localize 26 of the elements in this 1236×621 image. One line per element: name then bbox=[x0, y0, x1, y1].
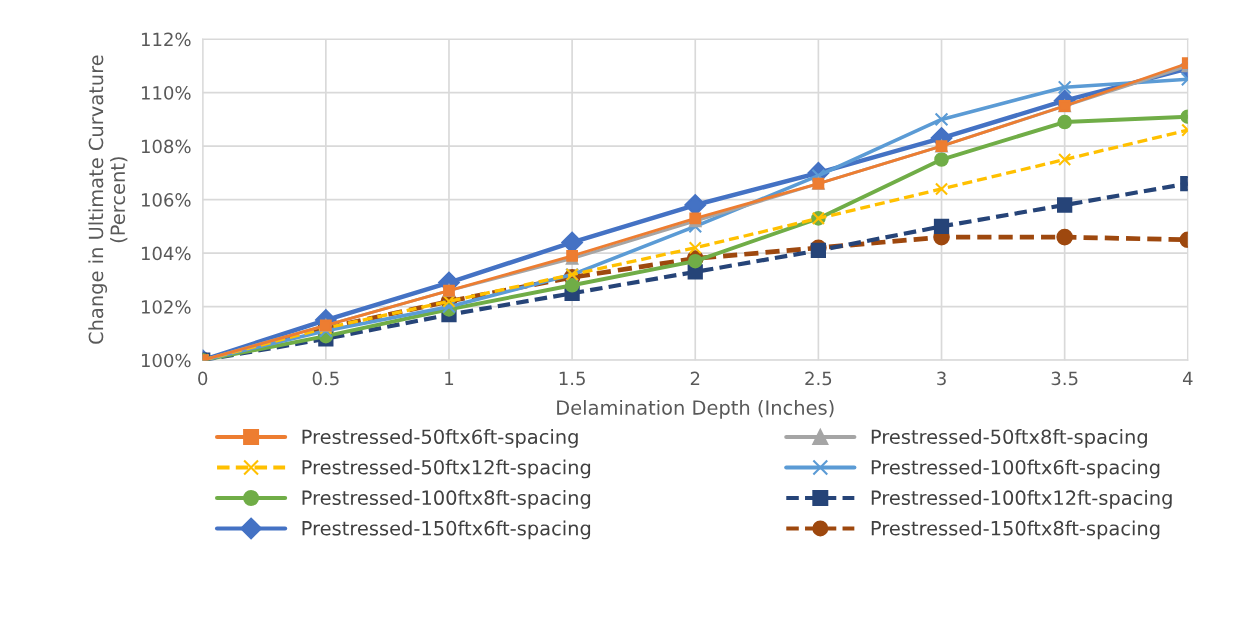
x-tick-label: 2 bbox=[690, 371, 700, 386]
y-axis-title: Change in Ultimate Curvature (Percent) bbox=[88, 55, 128, 344]
y-tick-label: 100% bbox=[141, 353, 191, 368]
legend-label: Prestressed-50ftx6ft-spacing bbox=[302, 429, 578, 448]
legend-label: Prestressed-100ftx6ft-spacing bbox=[871, 459, 1160, 479]
legend-label: Prestressed-100ftx12ft-spacing bbox=[871, 490, 1172, 509]
x-axis-title: Delamination Depth (Inches) bbox=[557, 399, 834, 419]
y-tick-label: 106% bbox=[141, 193, 191, 207]
x-tick-label: 2.5 bbox=[805, 371, 832, 386]
x-tick-label: 4 bbox=[1182, 371, 1193, 386]
y-tick-label: 102% bbox=[141, 300, 191, 314]
legend-label: Prestressed-150ftx6ft-spacing bbox=[302, 520, 591, 540]
y-tick-label: 104% bbox=[141, 246, 191, 261]
legend-label: Prestressed-50ftx12ft-spacing bbox=[302, 459, 591, 479]
y-tick-label: 112% bbox=[141, 32, 191, 47]
x-tick-label: 3 bbox=[937, 371, 946, 386]
x-tick-label: 0.5 bbox=[312, 371, 339, 386]
x-tick-label: 1.5 bbox=[559, 371, 585, 386]
y-tick-label: 108% bbox=[141, 139, 191, 154]
x-tick-label: 0 bbox=[198, 371, 208, 386]
legend-label: Prestressed-100ftx8ft-spacing bbox=[302, 490, 591, 509]
x-tick-label: 3.5 bbox=[1051, 371, 1078, 386]
legend-label: Prestressed-50ftx8ft-spacing bbox=[871, 429, 1147, 448]
x-tick-label: 1 bbox=[445, 371, 454, 386]
legend-label: Prestressed-150ftx8ft-spacing bbox=[871, 520, 1160, 540]
y-tick-label: 110% bbox=[141, 86, 191, 100]
